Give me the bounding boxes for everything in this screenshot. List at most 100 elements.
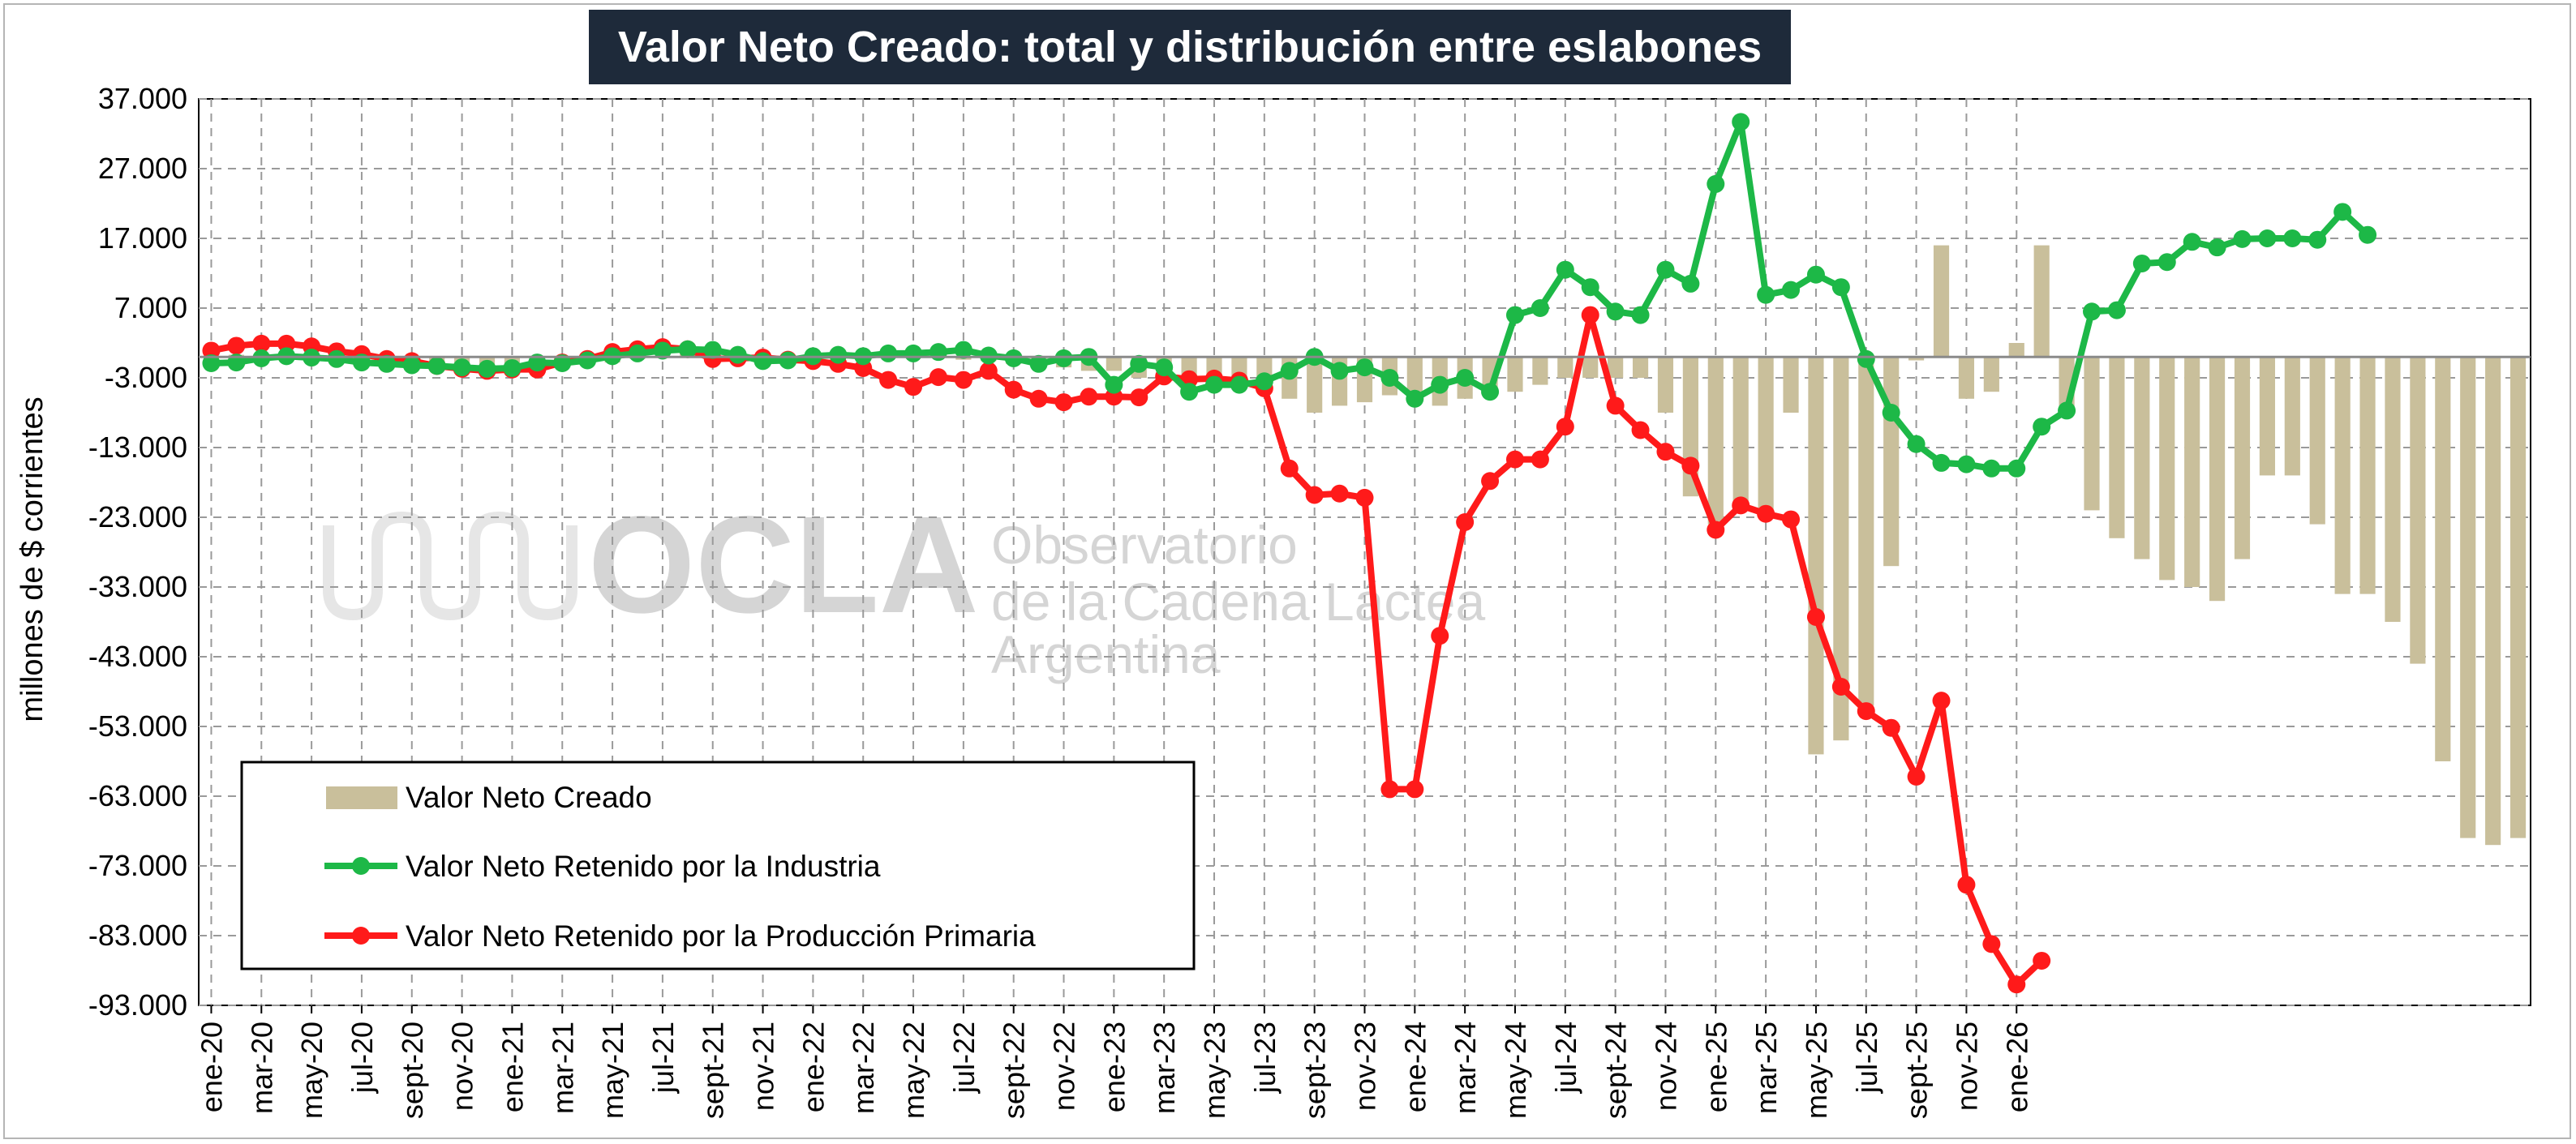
bar-valor-neto-creado xyxy=(1632,357,1649,378)
point-industria xyxy=(1380,369,1399,387)
x-tick-label: sept-21 xyxy=(697,1022,730,1119)
chart-frame xyxy=(3,3,2571,1139)
cow-udder-logo-shape xyxy=(323,511,577,621)
point-primaria xyxy=(1431,627,1449,645)
point-industria xyxy=(1581,278,1599,297)
watermark-line3: Argentina xyxy=(991,624,1221,684)
point-industria xyxy=(2183,233,2201,251)
x-tick-label: jul-22 xyxy=(947,1022,981,1094)
bar-valor-neto-creado xyxy=(1532,357,1548,385)
point-industria xyxy=(1932,453,1951,472)
point-industria xyxy=(2107,301,2126,319)
bar-valor-neto-creado xyxy=(2134,357,2150,559)
point-industria xyxy=(1556,260,1574,279)
point-industria xyxy=(1029,354,1048,373)
point-industria xyxy=(678,340,697,358)
x-tick-label: ene-22 xyxy=(796,1022,830,1112)
bar-valor-neto-creado xyxy=(2109,357,2125,538)
x-tick-label: jul-25 xyxy=(1850,1022,1883,1094)
point-industria xyxy=(879,344,898,362)
point-primaria xyxy=(1631,421,1650,439)
legend-label-bars: Valor Neto Creado xyxy=(406,781,652,814)
point-industria xyxy=(1004,349,1023,367)
bar-valor-neto-creado xyxy=(1106,357,1122,371)
x-tick-label: sept-24 xyxy=(1599,1022,1633,1119)
point-industria xyxy=(753,352,772,371)
point-industria xyxy=(929,343,947,362)
bar-valor-neto-creado xyxy=(1608,357,1624,378)
point-industria xyxy=(1355,358,1374,377)
bar-valor-neto-creado xyxy=(2284,357,2300,476)
point-industria xyxy=(202,353,221,372)
point-industria xyxy=(1205,375,1224,394)
x-tick-label: jul-23 xyxy=(1248,1022,1282,1094)
point-industria xyxy=(1054,349,1073,367)
legend-swatch-bars xyxy=(326,786,397,809)
bar-valor-neto-creado xyxy=(2084,357,2100,511)
point-industria xyxy=(1230,375,1248,394)
legend: Valor Neto Creado Valor Neto Retenido po… xyxy=(240,761,1196,970)
point-primaria xyxy=(1681,456,1700,475)
y-tick-label: -93.000 xyxy=(88,988,187,1022)
point-industria xyxy=(2233,229,2252,248)
bar-valor-neto-creado xyxy=(1933,245,1950,358)
x-tick-label: nov-20 xyxy=(446,1022,479,1111)
point-industria xyxy=(628,344,646,362)
point-primaria xyxy=(929,368,947,387)
bar-valor-neto-creado xyxy=(2435,357,2451,761)
point-industria xyxy=(2333,203,2352,221)
bar-valor-neto-creado xyxy=(1858,357,1874,706)
point-industria xyxy=(954,341,972,359)
point-industria xyxy=(703,341,722,359)
bar-valor-neto-creado xyxy=(1307,357,1323,413)
point-industria xyxy=(979,346,998,365)
bar-valor-neto-creado xyxy=(2008,343,2024,358)
point-industria xyxy=(1707,174,1725,193)
point-industria xyxy=(904,344,923,362)
point-primaria xyxy=(1707,521,1725,539)
bar-valor-neto-creado xyxy=(2259,357,2275,476)
y-tick-label: -43.000 xyxy=(88,640,187,673)
point-primaria xyxy=(1531,450,1549,469)
point-industria xyxy=(1406,389,1424,408)
x-tick-label: mar-23 xyxy=(1148,1022,1181,1114)
point-industria xyxy=(1130,354,1148,373)
x-tick-label: mar-22 xyxy=(847,1022,880,1114)
point-industria xyxy=(1481,383,1500,401)
point-industria xyxy=(1280,362,1299,380)
bar-valor-neto-creado xyxy=(1908,357,1925,361)
watermark-line2: de la Cadena Láctea xyxy=(991,572,1485,632)
legend-box xyxy=(240,761,1196,970)
point-primaria xyxy=(1757,504,1775,523)
point-industria xyxy=(1681,274,1700,293)
point-industria xyxy=(2258,229,2277,247)
y-tick-label: -83.000 xyxy=(88,919,187,952)
point-primaria xyxy=(879,371,898,389)
legend-label-primaria: Valor Neto Retenido por la Producción Pr… xyxy=(406,919,1036,953)
point-primaria xyxy=(252,334,271,353)
y-tick-label: -53.000 xyxy=(88,709,187,743)
point-industria xyxy=(1631,306,1650,324)
point-primaria xyxy=(1406,780,1424,799)
point-primaria xyxy=(2007,975,2026,994)
point-primaria xyxy=(1782,510,1801,529)
bar-valor-neto-creado xyxy=(2485,357,2501,846)
point-industria xyxy=(1456,369,1475,387)
chart-title: Valor Neto Creado: total y distribución … xyxy=(589,10,1791,84)
bar-valor-neto-creado xyxy=(2410,357,2426,664)
point-primaria xyxy=(904,378,923,396)
y-tick-label: 27.000 xyxy=(98,152,187,185)
point-primaria xyxy=(1004,380,1023,399)
point-primaria xyxy=(1029,389,1048,408)
point-primaria xyxy=(1831,677,1850,696)
x-tick-label: may-21 xyxy=(596,1022,629,1119)
bar-valor-neto-creado xyxy=(2309,357,2325,525)
point-industria xyxy=(1180,383,1199,401)
point-industria xyxy=(2083,302,2102,321)
bar-valor-neto-creado xyxy=(2184,357,2200,587)
y-tick-label: 7.000 xyxy=(114,291,187,324)
point-industria xyxy=(1882,404,1900,422)
ocla-logo xyxy=(323,511,577,621)
bar-valor-neto-creado xyxy=(1507,357,1523,392)
bar-valor-neto-creado xyxy=(2234,357,2251,559)
